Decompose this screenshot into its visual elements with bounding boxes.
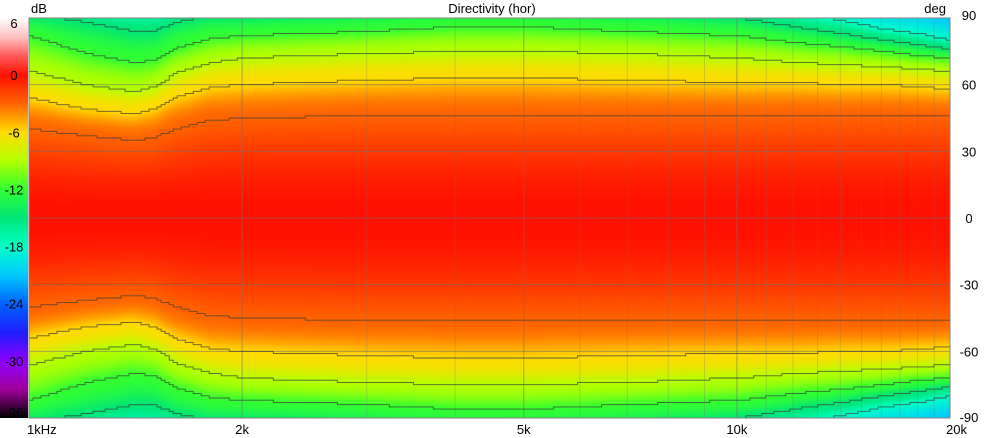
chart-title: Directivity (hor) [448, 1, 535, 16]
contour-line [29, 295, 950, 321]
colorbar-tick-label: 0 [10, 68, 17, 83]
colorbar-tick-label: 6 [10, 16, 17, 31]
x-tick-label: 5k [517, 422, 531, 437]
contour-line [29, 50, 950, 92]
plot-frame [28, 17, 951, 419]
colorbar-tick-labels: 6 0 -6 -12 -18 -24 -30 -36 [5, 16, 24, 420]
y-tick-label: -90 [960, 410, 979, 425]
y-tick-label: -30 [960, 278, 979, 293]
y-tick-label: -60 [960, 344, 979, 359]
contour-line [29, 115, 950, 141]
x-axis-tick-labels: 1kHz 2k 5k 10k 20k [27, 422, 967, 437]
y-axis-tick-labels: 90 60 30 0 -30 -60 -90 [960, 8, 979, 425]
contour-line [29, 321, 950, 359]
y-tick-label: 30 [962, 144, 976, 159]
colorbar-tick-label: -18 [5, 240, 24, 255]
x-tick-label: 2k [235, 422, 249, 437]
y-axis-unit-label: deg [924, 1, 946, 16]
contour-line [29, 77, 950, 115]
colorbar-tick-label: -24 [5, 297, 24, 312]
contour-line [52, 386, 950, 418]
contour-line [29, 373, 950, 410]
colorbar-unit-label: dB [31, 1, 47, 16]
x-tick-label: 1kHz [27, 422, 57, 437]
color-scale-bar [0, 18, 28, 418]
colorbar-tick-label: -36 [5, 405, 24, 420]
y-tick-label: 0 [965, 211, 972, 226]
y-tick-label: 60 [962, 78, 976, 93]
colorbar-tick-label: -12 [5, 182, 24, 197]
contour-line [52, 18, 950, 50]
colorbar-tick-label: -6 [8, 125, 20, 140]
colorbar-tick-label: -30 [5, 354, 24, 369]
contour-line [29, 344, 950, 386]
y-tick-label: 90 [962, 8, 976, 23]
contour-lines [29, 18, 950, 418]
x-tick-label: 20k [946, 422, 967, 437]
contour-line [29, 26, 950, 63]
x-tick-label: 10k [726, 422, 747, 437]
